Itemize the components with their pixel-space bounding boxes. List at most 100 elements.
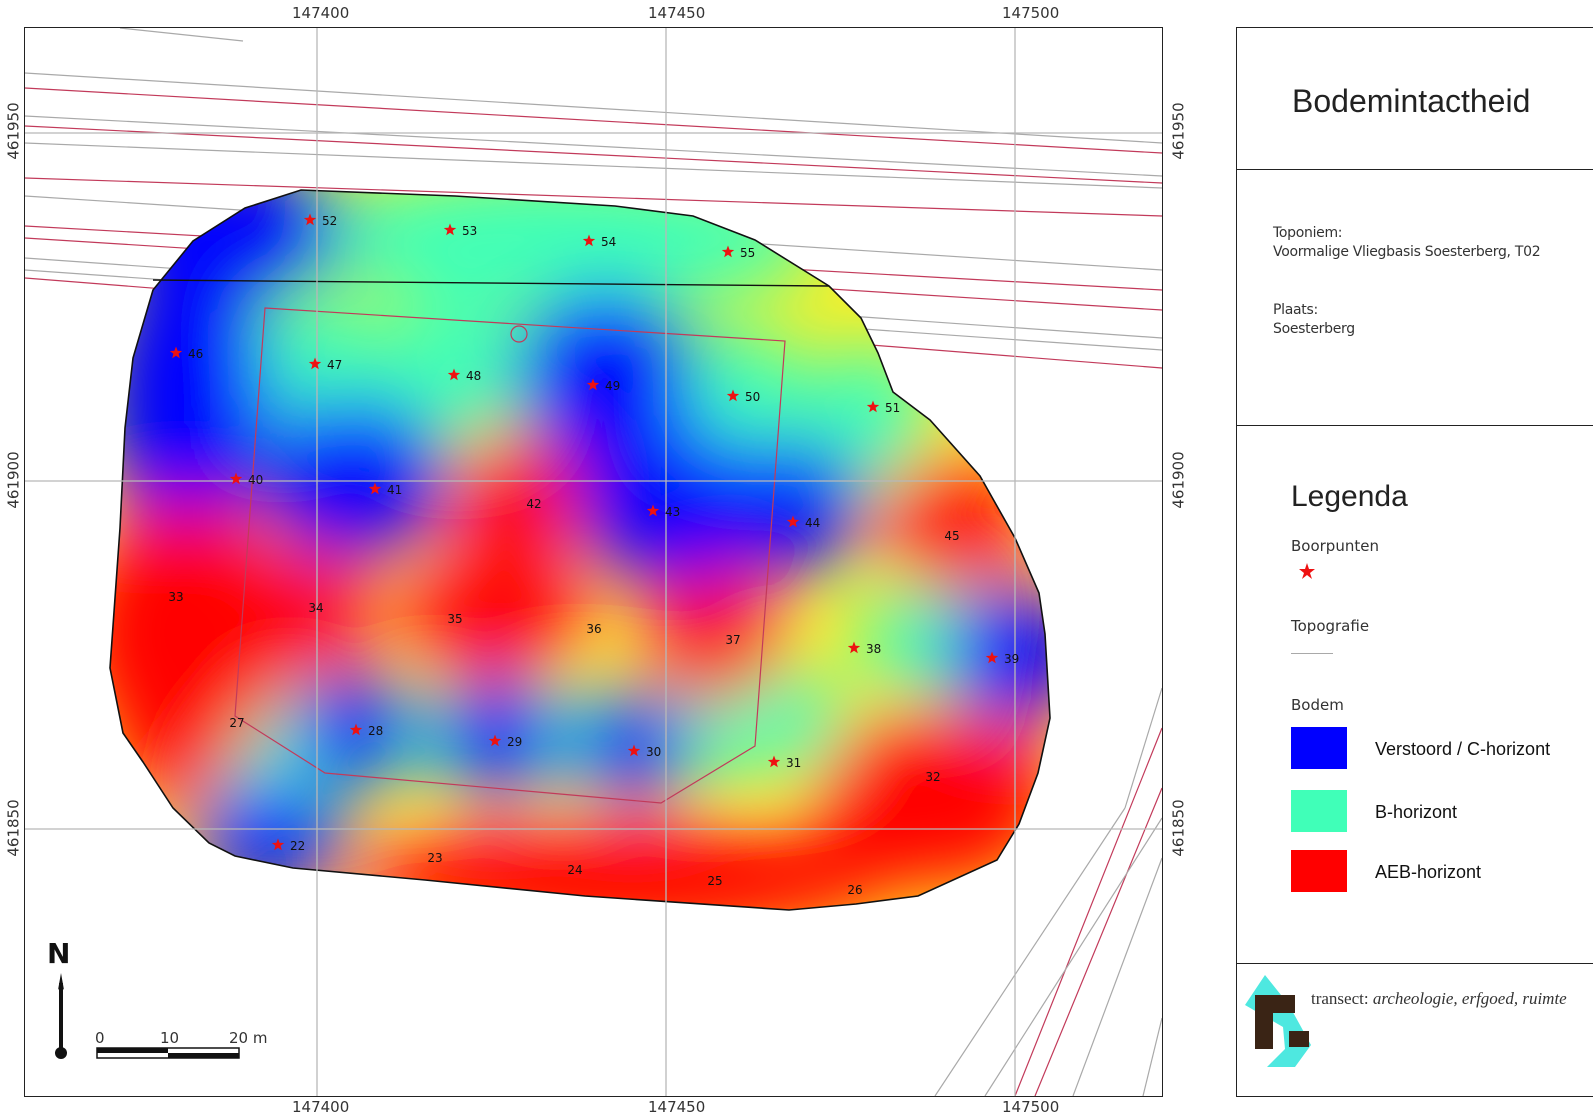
scale-bar: 0 10 20 m bbox=[95, 1029, 267, 1059]
legend-title: Legenda bbox=[1291, 480, 1408, 513]
scale-label-0: 0 bbox=[95, 1029, 105, 1047]
borehole-label: 34 bbox=[308, 601, 323, 615]
borehole-label: 45 bbox=[944, 529, 959, 543]
borehole-star-icon bbox=[866, 400, 880, 413]
borehole-star-icon bbox=[368, 482, 382, 495]
plaats-label: Plaats: bbox=[1273, 302, 1318, 318]
borehole-label: 54 bbox=[601, 235, 616, 249]
borehole-star-icon bbox=[721, 245, 735, 258]
y-tick-right-1: 461950 bbox=[1169, 102, 1188, 160]
borehole-label: 31 bbox=[786, 756, 801, 770]
borehole-label: 44 bbox=[805, 516, 820, 530]
toponiem-label: Toponiem: bbox=[1273, 225, 1343, 241]
label-verstoord: Verstoord / C-horizont bbox=[1375, 739, 1551, 759]
north-label: N bbox=[47, 937, 70, 970]
borehole-label: 25 bbox=[707, 874, 722, 888]
topografie-label: Topografie bbox=[1291, 617, 1370, 635]
label-aeb-horizont: AEB-horizont bbox=[1375, 862, 1482, 882]
borehole-label: 38 bbox=[866, 642, 881, 656]
logo-text: transect: archeologie, erfgoed, ruimte bbox=[1311, 989, 1567, 1009]
borehole-label: 27 bbox=[229, 716, 244, 730]
legend-star-icon bbox=[1299, 563, 1315, 579]
borehole-label: 29 bbox=[507, 735, 522, 749]
logo-section: transect: archeologie, erfgoed, ruimte bbox=[1237, 963, 1593, 1096]
borehole-star-icon bbox=[627, 744, 641, 757]
borehole-star-icon bbox=[786, 515, 800, 528]
borehole-star-icon bbox=[582, 234, 596, 247]
survey-marker bbox=[510, 325, 528, 343]
borehole-label: 36 bbox=[586, 622, 601, 636]
borehole-star-icon bbox=[586, 378, 600, 391]
y-tick-left-3: 461850 bbox=[4, 799, 23, 857]
y-tick-left-2: 461900 bbox=[4, 451, 23, 509]
borehole-label: 52 bbox=[322, 214, 337, 228]
borehole-label: 48 bbox=[466, 369, 481, 383]
x-tick-top-2: 147450 bbox=[648, 4, 706, 22]
borehole-label: 43 bbox=[665, 505, 680, 519]
trench-outline bbox=[234, 307, 786, 804]
borehole-label: 37 bbox=[725, 633, 740, 647]
swatch-verstoord bbox=[1291, 727, 1347, 769]
borehole-label: 41 bbox=[387, 483, 402, 497]
plaats-value: Soesterberg bbox=[1273, 321, 1355, 337]
scale-label-20: 20 m bbox=[229, 1029, 267, 1047]
borehole-star-icon bbox=[447, 368, 461, 381]
borehole-star-icon bbox=[767, 755, 781, 768]
boorpunten-label: Boorpunten bbox=[1291, 537, 1379, 555]
legend-topo-line-icon bbox=[1291, 653, 1333, 654]
swatch-aeb-horizont bbox=[1291, 850, 1347, 892]
label-b-horizont: B-horizont bbox=[1375, 802, 1458, 822]
y-tick-left-1: 461950 bbox=[4, 102, 23, 160]
borehole-label: 47 bbox=[327, 358, 342, 372]
borehole-label: 26 bbox=[847, 883, 862, 897]
borehole-star-icon bbox=[488, 734, 502, 747]
borehole-label: 55 bbox=[740, 246, 755, 260]
legend-section: Legenda Boorpunten Topografie Bodem Vers… bbox=[1237, 425, 1593, 964]
map-frame[interactable]: 22 23 24 25 26 27 28 29 30 31 32 33 34 35 36 37 38 39 40 41… bbox=[24, 27, 1163, 1097]
bodem-label: Bodem bbox=[1291, 696, 1344, 714]
borehole-star-icon bbox=[169, 346, 183, 359]
borehole-label: 49 bbox=[605, 379, 620, 393]
transect-logo-icon bbox=[1245, 975, 1311, 1067]
borehole-star-icon bbox=[271, 838, 285, 851]
borehole-label: 24 bbox=[567, 863, 582, 877]
borehole-label: 22 bbox=[290, 839, 305, 853]
map-canvas[interactable]: 22 23 24 25 26 27 28 29 30 31 32 33 34 35 36 37 38 39 40 41… bbox=[25, 28, 1162, 1096]
road-edge-line bbox=[152, 279, 830, 287]
borehole-star-icon bbox=[646, 504, 660, 517]
borehole-label: 51 bbox=[885, 401, 900, 415]
borehole-star-icon bbox=[308, 357, 322, 370]
borehole-label: 28 bbox=[368, 724, 383, 738]
borehole-star-icon bbox=[349, 723, 363, 736]
borehole-label: 32 bbox=[925, 770, 940, 784]
x-tick-bottom-3: 147500 bbox=[1002, 1098, 1060, 1116]
borehole-label: 40 bbox=[248, 473, 263, 487]
borehole-label: 33 bbox=[168, 590, 183, 604]
borehole-star-icon bbox=[229, 472, 243, 485]
borehole-label: 23 bbox=[427, 851, 442, 865]
study-area-outline bbox=[109, 189, 1051, 911]
logo-slogan: archeologie, erfgoed, ruimte bbox=[1372, 989, 1567, 1008]
north-arrow: N bbox=[47, 937, 70, 1059]
toponiem-value: Voormalige Vliegbasis Soesterberg, T02 bbox=[1273, 244, 1541, 260]
x-tick-bottom-2: 147450 bbox=[648, 1098, 706, 1116]
borehole-star-icon bbox=[847, 641, 861, 654]
y-tick-right-2: 461900 bbox=[1169, 451, 1188, 509]
swatch-b-horizont bbox=[1291, 790, 1347, 832]
x-tick-bottom-1: 147400 bbox=[292, 1098, 350, 1116]
borehole-label: 50 bbox=[745, 390, 760, 404]
borehole-star-icon bbox=[303, 213, 317, 226]
borehole-label: 53 bbox=[462, 224, 477, 238]
borehole-label: 46 bbox=[188, 347, 203, 361]
borehole-label: 39 bbox=[1004, 652, 1019, 666]
scale-label-10: 10 bbox=[160, 1029, 179, 1047]
soil-raster bbox=[110, 190, 1050, 910]
map-title: Bodemintactheid bbox=[1292, 83, 1531, 119]
title-section: Bodemintactheid bbox=[1237, 28, 1593, 170]
borehole-points: 22 23 24 25 26 27 28 29 30 31 32 33 34 35 36 37 38 39 40 41… bbox=[168, 213, 1019, 897]
legend-panel: Bodemintactheid Toponiem: Voormalige Vli… bbox=[1236, 27, 1593, 1097]
borehole-label: 30 bbox=[646, 745, 661, 759]
logo-brand: transect: bbox=[1311, 989, 1369, 1008]
borehole-label: 35 bbox=[447, 612, 462, 626]
x-tick-top-1: 147400 bbox=[292, 4, 350, 22]
